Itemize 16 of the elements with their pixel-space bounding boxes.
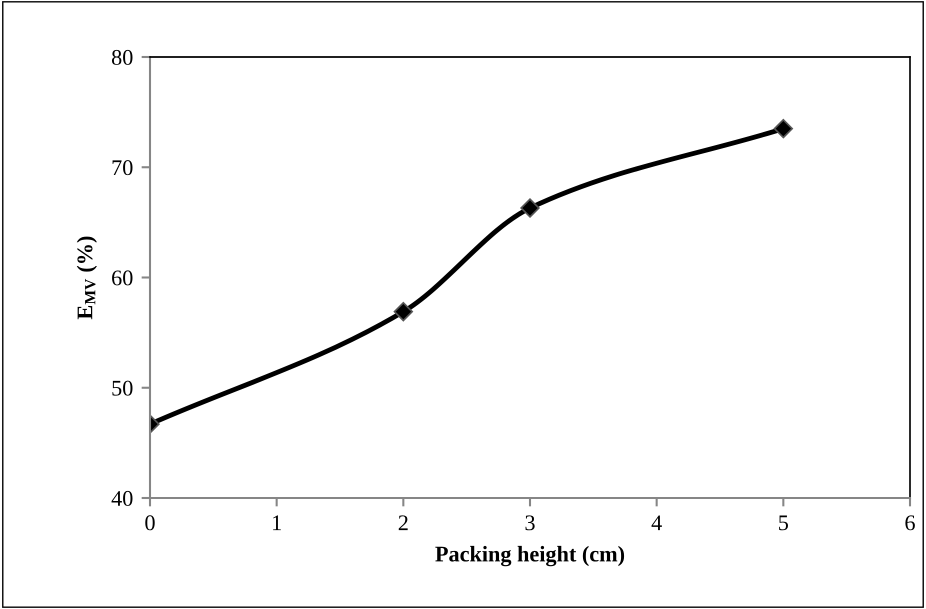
y-tick-label: 70 bbox=[112, 160, 132, 176]
x-axis-title: Packing height (cm) bbox=[435, 546, 624, 566]
x-tick-label: 1 bbox=[273, 515, 281, 530]
x-tick-label: 0 bbox=[145, 515, 155, 530]
point bbox=[774, 118, 794, 138]
y-axis-title: E$_{MV}$ (%) bbox=[76, 236, 97, 320]
y-tick-label: 50 bbox=[112, 380, 132, 396]
x-tick-label: 4 bbox=[652, 515, 662, 530]
x-tick-label: 6 bbox=[905, 515, 915, 530]
y-tick-label: 80 bbox=[112, 50, 132, 65]
y-tick-label: 40 bbox=[112, 490, 132, 506]
x-tick-label: 2 bbox=[398, 515, 408, 530]
x-tick-label: 3 bbox=[526, 515, 535, 530]
y-tick-label: 60 bbox=[112, 270, 132, 286]
point bbox=[520, 198, 540, 218]
x-tick-label: 5 bbox=[779, 516, 788, 530]
